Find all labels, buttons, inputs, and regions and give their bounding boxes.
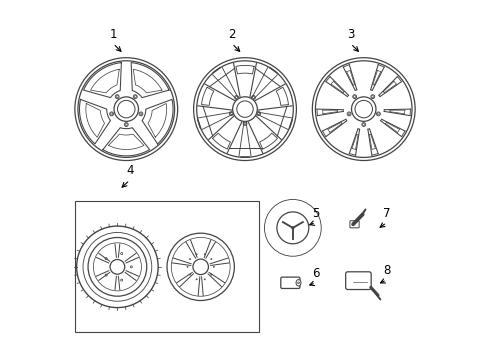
Ellipse shape [362,123,366,126]
Ellipse shape [204,254,205,255]
Ellipse shape [114,97,139,121]
Ellipse shape [133,95,137,99]
Text: 8: 8 [383,264,391,277]
Ellipse shape [189,258,191,260]
Ellipse shape [105,274,107,276]
Ellipse shape [235,95,239,99]
Ellipse shape [124,123,128,126]
Ellipse shape [229,112,233,116]
Ellipse shape [351,97,376,121]
Ellipse shape [187,266,188,267]
Ellipse shape [167,233,234,301]
Ellipse shape [211,258,212,260]
FancyBboxPatch shape [350,221,359,228]
Ellipse shape [193,259,208,275]
Ellipse shape [139,112,143,116]
Ellipse shape [347,112,351,116]
Text: 5: 5 [312,207,319,220]
Ellipse shape [376,112,380,116]
Ellipse shape [257,112,261,116]
Ellipse shape [110,112,114,116]
Text: 7: 7 [383,207,391,220]
Ellipse shape [110,260,125,274]
Ellipse shape [251,95,255,99]
Ellipse shape [211,274,212,275]
Ellipse shape [196,254,197,255]
Ellipse shape [204,279,205,280]
Ellipse shape [353,95,357,99]
Ellipse shape [189,274,191,275]
Text: 6: 6 [312,267,319,280]
Text: 2: 2 [228,28,236,41]
Ellipse shape [105,258,107,260]
Ellipse shape [233,97,257,121]
Text: 3: 3 [347,28,354,41]
Ellipse shape [88,238,147,296]
Ellipse shape [121,279,122,281]
Text: 1: 1 [109,28,117,41]
Ellipse shape [296,280,301,286]
Ellipse shape [130,266,132,268]
Ellipse shape [76,226,158,307]
Bar [75,201,259,332]
Ellipse shape [277,212,309,244]
FancyBboxPatch shape [281,277,300,288]
Text: 4: 4 [126,164,134,177]
Ellipse shape [243,122,247,125]
Ellipse shape [371,95,375,99]
Ellipse shape [213,266,215,267]
Ellipse shape [121,253,122,255]
Ellipse shape [115,95,119,99]
FancyBboxPatch shape [345,272,371,289]
Ellipse shape [196,279,197,280]
